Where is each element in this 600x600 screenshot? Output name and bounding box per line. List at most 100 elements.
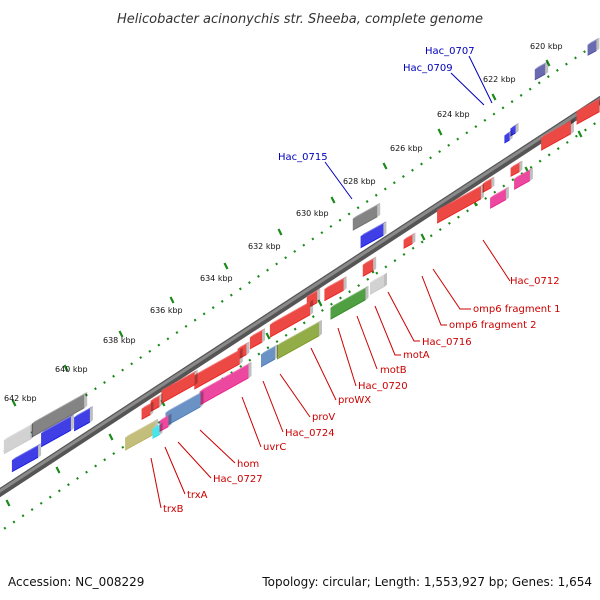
gene-hac0720-front [269, 302, 311, 338]
gene-blue-643-front [11, 445, 39, 473]
gene-blue-641b-side [89, 406, 93, 423]
gene-blue-641b-shine [74, 407, 90, 431]
inner-major-tick [108, 433, 114, 441]
gene-hac0712-top [437, 183, 484, 211]
gene-red-638-shine [161, 371, 195, 403]
gene-red-621-front [541, 121, 571, 151]
gene-motb [324, 276, 347, 302]
outer-major-tick [491, 93, 497, 101]
gene-uvrc-front [199, 364, 249, 406]
gene-hac0724-front [194, 350, 240, 390]
gene-uvrc [199, 361, 252, 406]
gene-red-638-front [161, 372, 195, 404]
gene-red-623 [482, 176, 495, 193]
gene-hac0705-top [534, 61, 549, 70]
gene-red-620-shine [576, 98, 600, 124]
gene-blue-641a-shine [41, 415, 71, 447]
gene-label: proWX [338, 395, 371, 406]
tick-label: 638 kbp [103, 336, 136, 345]
gene-gray-642-side [84, 391, 88, 409]
gene-hac0705-side [545, 61, 549, 75]
gene-red-639-side [159, 393, 163, 408]
gene-label: Hac_0727 [213, 474, 263, 485]
leader-line [241, 396, 262, 448]
gene-pink-622-shine [514, 169, 530, 189]
gene-hom-shine [165, 392, 201, 426]
gene-red-639b-front [141, 404, 151, 420]
gene-hac0707-top [510, 123, 519, 129]
gene-hac0715-shine [352, 204, 378, 230]
gene-red-620-top [576, 98, 600, 112]
inner-ruler [0, 119, 600, 533]
gene-red-635-front [249, 330, 263, 350]
gene-red-622b-front [510, 163, 520, 177]
outer-major-tick [118, 330, 124, 338]
gene-red-639b-side [150, 401, 154, 416]
topology-text: Topology: circular; Length: 1,553,927 bp… [261, 575, 592, 589]
gene-motb-shine [324, 277, 344, 301]
gene-gray-642-front [31, 394, 85, 438]
gene-red-635-shine [249, 329, 263, 349]
gene-label: Hac_0724 [285, 428, 335, 439]
gene-pink-623-shine [490, 188, 506, 208]
gene-hac0715-side [377, 202, 381, 218]
leader-line [468, 55, 493, 104]
gene-provx-side [319, 319, 322, 337]
gene-red-636 [237, 341, 250, 360]
outer-major-tick [63, 364, 69, 372]
feature-layer [0, 37, 600, 533]
gene-hac0724 [194, 347, 243, 390]
gene-omp6-1-front [403, 235, 413, 249]
gene-red-633-side [317, 288, 321, 304]
inner-major-tick [265, 332, 271, 340]
gene-prov-front [261, 346, 275, 368]
gene-hac0709-shine [504, 131, 510, 143]
gene-hac0724-side [239, 347, 243, 365]
gene-hac0724-top [194, 347, 243, 376]
gene-trxb-front [125, 421, 155, 451]
gene-gray-642-shine [31, 393, 85, 437]
gene-label: Hac_0707 [425, 46, 475, 57]
gene-lightgray-643-side [30, 423, 34, 440]
leader-line [337, 327, 357, 387]
leader-line [310, 347, 337, 401]
gene-red-639b-shine [141, 403, 151, 419]
gene-hac0707 [510, 123, 519, 137]
gene-red-636-front [237, 344, 247, 360]
gene-prov-top [261, 344, 278, 355]
gene-omp6-1-side [412, 232, 416, 245]
gene-red-621-side [570, 118, 574, 135]
leader-line [177, 441, 212, 479]
gene-red-639b [141, 401, 154, 420]
gene-hac0709-front [504, 132, 510, 144]
gene-pink-622-side [529, 167, 533, 182]
gene-hac0720-shine [269, 301, 311, 337]
genome-backbone-highlight [0, 97, 600, 493]
gene-red-623-top [482, 176, 495, 184]
gene-red-622b [510, 160, 523, 177]
gene-label: motB [380, 365, 407, 376]
gene-hom [165, 390, 204, 427]
gene-pink-623-side [505, 186, 509, 201]
gene-blue-643-shine [11, 444, 39, 472]
gene-lightgray-643 [3, 423, 34, 455]
leader-line [356, 315, 378, 370]
gene-label: hom [237, 459, 259, 470]
gene-prov-side [275, 344, 278, 360]
gene-red-636-top [237, 341, 250, 349]
gene-hac0715-front [352, 205, 378, 231]
gene-hac0707-side [515, 123, 519, 134]
gene-label: omp6 fragment 2 [449, 320, 537, 331]
leader-line [324, 161, 353, 200]
inner-major-tick [55, 466, 61, 474]
gene-far-right-side [596, 37, 600, 52]
gene-pink-623-front [490, 189, 506, 209]
gene-label: Hac_0712 [510, 276, 560, 287]
gene-hac0712 [437, 183, 484, 224]
gene-red-639 [150, 393, 163, 412]
gene-blue-630-shine [360, 222, 384, 248]
gene-uvrc-top [199, 361, 252, 392]
gene-hac0705-front [534, 63, 546, 81]
gene-red-623-side [491, 176, 495, 189]
gene-hac0712-front [437, 186, 481, 224]
